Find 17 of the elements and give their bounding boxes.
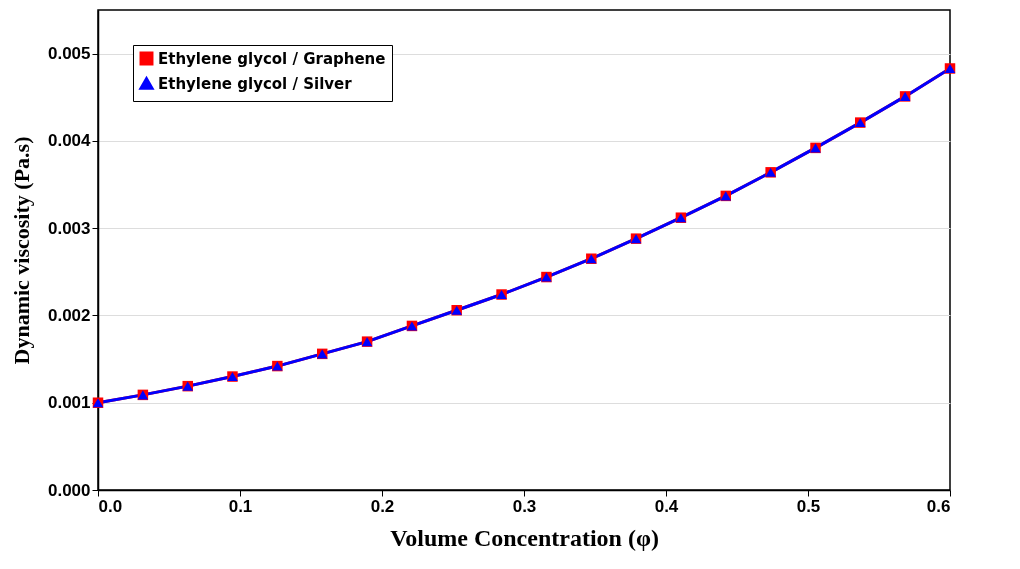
x-axis-title: Volume Concentration (φ) [390, 524, 659, 551]
y-tick-label: 0.000 [47, 480, 91, 500]
x-tick-label: 0.1 [228, 496, 253, 516]
x-tick-label: 0.4 [654, 496, 679, 516]
legend-label: Ethylene glycol / Graphene [158, 49, 386, 68]
y-axis-title: Dynamic viscosity (Pa.s) [8, 136, 34, 365]
y-tick-label: 0.001 [47, 393, 91, 413]
x-tick-label: 0.2 [370, 496, 395, 516]
x-tick-label: 0.3 [512, 496, 537, 516]
x-tick-label: 0.6 [926, 496, 951, 516]
x-tick-label: 0.0 [98, 496, 123, 516]
y-tick-label: 0.002 [47, 305, 91, 325]
y-tick-label: 0.003 [47, 218, 91, 238]
x-tick-label: 0.5 [796, 496, 821, 516]
y-tick-label: 0.004 [47, 131, 92, 151]
legend-label: Ethylene glycol / Silver [158, 74, 353, 93]
y-tick-label: 0.005 [47, 44, 91, 64]
